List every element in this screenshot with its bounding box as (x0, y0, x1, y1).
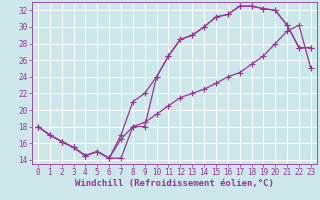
X-axis label: Windchill (Refroidissement éolien,°C): Windchill (Refroidissement éolien,°C) (75, 179, 274, 188)
